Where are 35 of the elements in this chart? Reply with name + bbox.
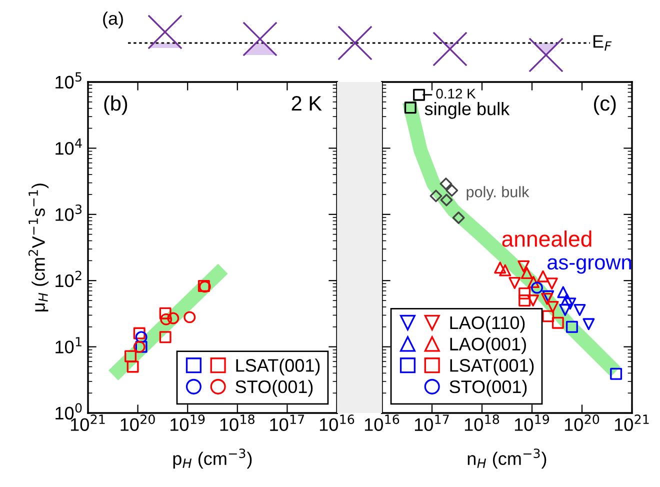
y-tick-label: 10$^{2}$ [56,270,82,288]
x-axis-title: n$_{H}$ (cm$^{−3}$) [468,448,546,469]
legend-label: STO(001) [450,380,527,397]
annotation: 2 K [292,96,322,111]
x-tick-label: 10$^{18}$ [220,414,254,431]
annotation: annealed [502,230,592,247]
annotation: (c) [594,95,616,115]
x-tick-label: 10$^{17}$ [270,414,304,431]
annotation: single bulk [424,102,510,119]
text: E$_{F}$ [593,35,612,51]
annotation: as-grown [548,258,631,274]
annotation: poly. bulk [466,186,530,200]
legend-label: LAO(110) [450,316,525,333]
x-tick-label: 10$^{20}$ [120,414,155,431]
x-tick-label: 10$^{21}$ [614,414,649,431]
x-tick-label: 10$^{18}$ [464,414,500,431]
x-tick-label: 10$^{19}$ [170,414,205,431]
legend-label: LAO(001) [450,337,526,354]
legend-label: STO(001) [236,380,313,397]
x-tick-label: 10$^{20}$ [564,414,600,431]
x-tick-label: 10$^{19}$ [514,414,550,431]
y-tick-label: 10$^{4}$ [56,138,82,155]
y-tick-label: 10$^{5}$ [56,72,82,89]
x-tick-label: 10$^{16}$ [364,414,400,431]
text: μ$_{H}$ (cm$^{2}$V$^{−1}$s$^{−1}$) [28,184,49,312]
x-axis-title: p$_{H}$ (cm$^{−3}$) [173,448,252,469]
x-tick-label: 10$^{16}$ [320,414,354,431]
legend-label: LSAT(001) [450,358,534,376]
legend-label: LSAT(001) [236,358,320,376]
y-tick-label: 10$^{1}$ [56,337,82,354]
x-tick-label: 10$^{17}$ [414,414,449,431]
annotation: 0.12 K [436,88,476,99]
text: (a) [103,12,123,28]
annotation: (b) [104,95,128,115]
y-tick-label: 10$^{3}$ [56,204,82,221]
